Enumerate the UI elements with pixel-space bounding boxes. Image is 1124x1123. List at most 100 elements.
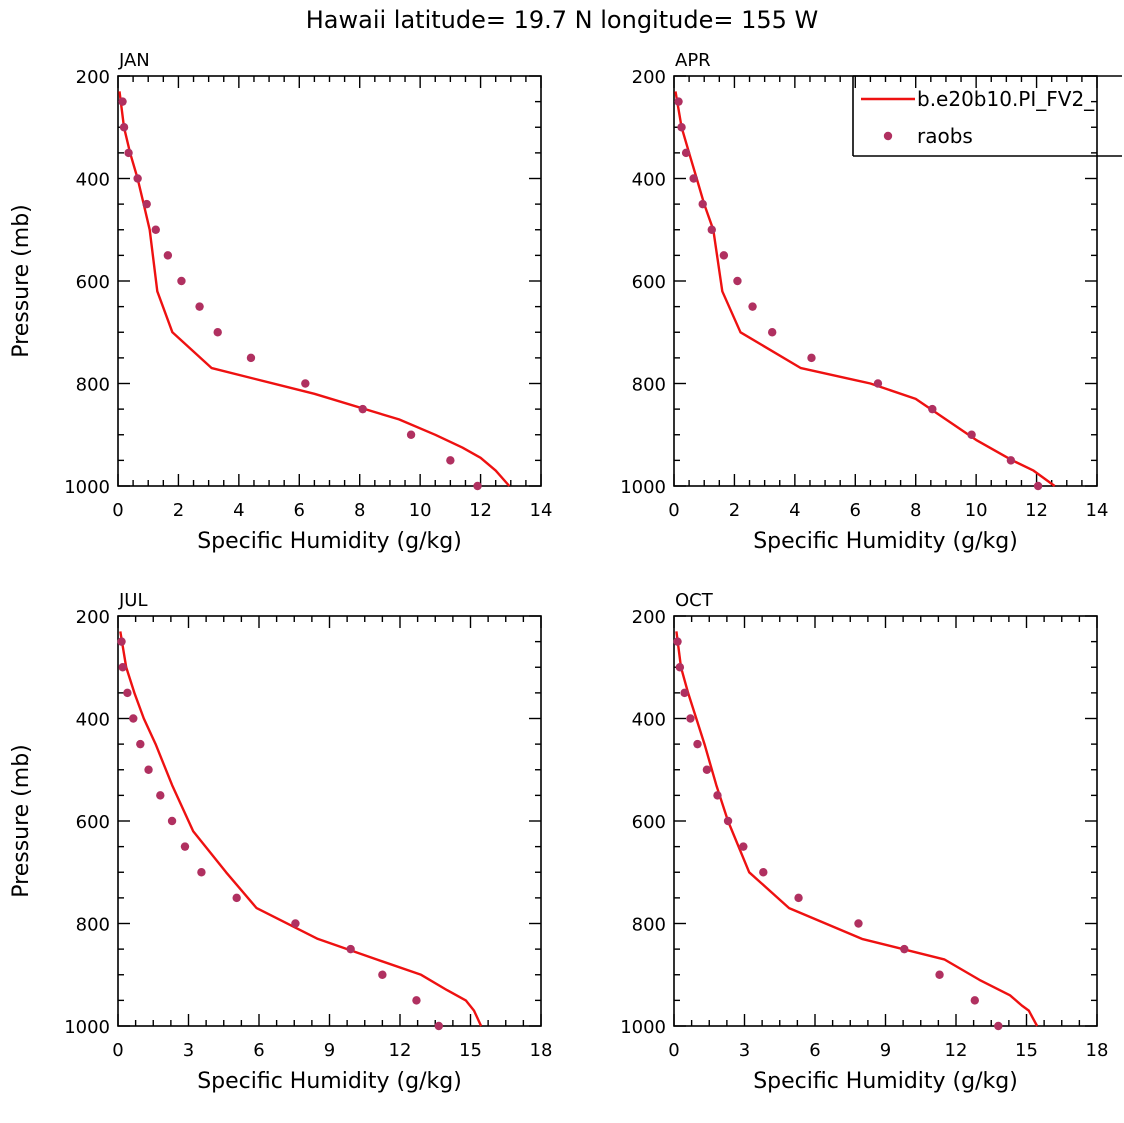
y-tick-label: 200 xyxy=(632,607,666,628)
y-tick-label: 800 xyxy=(76,375,110,396)
data-point-raobs xyxy=(693,739,702,749)
data-point-raobs xyxy=(1006,456,1016,465)
data-point-raobs xyxy=(151,225,160,234)
data-point-raobs xyxy=(346,944,355,954)
x-tick-label: 15 xyxy=(1015,1040,1038,1061)
data-point-raobs xyxy=(707,225,716,234)
x-tick-label: 6 xyxy=(253,1040,264,1061)
data-point-raobs xyxy=(156,791,165,800)
data-point-raobs xyxy=(733,276,742,286)
data-point-raobs xyxy=(163,251,173,260)
data-point-raobs xyxy=(677,123,686,132)
plot-frame xyxy=(673,615,1098,1027)
data-point-raobs xyxy=(412,996,421,1005)
x-tick-label: 0 xyxy=(112,1040,123,1061)
data-point-raobs xyxy=(195,302,204,311)
data-point-raobs xyxy=(686,714,695,723)
data-point-raobs xyxy=(473,481,482,491)
panel-jan: JAN 0 2 4 6 8 10 12 14 200 400 600 800 1000 Specific H… xyxy=(9,50,552,554)
x-tick-label: 2 xyxy=(173,500,184,521)
data-point-raobs xyxy=(118,97,127,106)
data-point-raobs xyxy=(713,791,722,800)
legend-label-raobs: raobs xyxy=(917,124,973,148)
y-tick-label: 400 xyxy=(76,710,110,731)
data-point-raobs xyxy=(702,765,712,774)
y-tick-label: 200 xyxy=(632,67,666,88)
x-tick-label: 8 xyxy=(910,500,921,521)
data-point-raobs xyxy=(446,456,455,465)
y-tick-label: 200 xyxy=(76,607,110,628)
data-point-raobs xyxy=(673,637,682,646)
data-point-raobs xyxy=(900,944,909,954)
x-tick-label: 12 xyxy=(469,500,492,521)
y-tick-label: 400 xyxy=(632,710,666,731)
data-point-raobs xyxy=(970,996,979,1005)
data-point-raobs xyxy=(739,842,748,851)
y-axis-label: Pressure (mb) xyxy=(9,744,34,898)
x-tick-label: 8 xyxy=(354,500,365,521)
data-point-raobs xyxy=(767,328,777,337)
y-tick-label: 200 xyxy=(76,67,110,88)
data-point-raobs xyxy=(807,353,816,363)
x-axis-label: Specific Humidity (g/kg) xyxy=(197,529,462,554)
y-tick-label: 1000 xyxy=(64,477,110,498)
data-point-raobs xyxy=(675,663,685,672)
data-point-raobs xyxy=(133,174,142,183)
data-point-raobs xyxy=(123,688,132,698)
data-point-raobs xyxy=(180,842,190,851)
data-point-raobs xyxy=(723,816,733,826)
y-tick-label: 600 xyxy=(76,812,110,833)
y-tick-label: 400 xyxy=(76,170,110,191)
series-line-model xyxy=(118,91,511,487)
data-point-raobs xyxy=(378,970,387,979)
x-tick-label: 6 xyxy=(294,500,305,521)
panel-label: JUL xyxy=(118,590,148,611)
data-point-raobs xyxy=(167,816,177,826)
data-point-raobs xyxy=(358,404,367,414)
x-tick-label: 12 xyxy=(1025,500,1048,521)
data-point-raobs xyxy=(759,868,768,877)
series-line-model xyxy=(674,91,1056,487)
y-tick-label: 1000 xyxy=(64,1017,110,1038)
data-point-raobs xyxy=(301,379,310,388)
data-point-raobs xyxy=(748,302,757,311)
figure-title: Hawaii latitude= 19.7 N longitude= 155 W xyxy=(306,6,819,34)
legend: b.e20b10.PI_FV2_raobs xyxy=(852,75,1122,157)
x-tick-label: 9 xyxy=(324,1040,335,1061)
data-point-raobs xyxy=(689,174,698,183)
data-point-raobs xyxy=(246,353,256,363)
panel-jul: JUL 0 3 6 9 12 15 18 200 400 600 800 1000 Specific Hu… xyxy=(9,590,552,1094)
data-point-raobs xyxy=(119,123,129,132)
data-point-raobs xyxy=(197,868,206,877)
data-point-raobs xyxy=(118,663,127,672)
y-axis-label: Pressure (mb) xyxy=(9,204,34,358)
x-tick-label: 14 xyxy=(1086,500,1109,521)
plot-frame xyxy=(117,615,542,1027)
x-tick-label: 12 xyxy=(945,1040,968,1061)
x-tick-label: 2 xyxy=(729,500,740,521)
data-point-raobs xyxy=(794,893,803,903)
data-point-raobs xyxy=(232,893,241,903)
x-tick-label: 3 xyxy=(739,1040,750,1061)
x-tick-label: 18 xyxy=(530,1040,553,1061)
x-axis-label: Specific Humidity (g/kg) xyxy=(753,1069,1018,1094)
x-tick-label: 18 xyxy=(1086,1040,1109,1061)
y-tick-label: 1000 xyxy=(620,1017,666,1038)
data-point-raobs xyxy=(129,714,138,723)
y-tick-label: 600 xyxy=(76,272,110,293)
y-tick-label: 800 xyxy=(632,915,666,936)
data-point-raobs xyxy=(967,430,976,439)
data-point-raobs xyxy=(873,379,883,388)
series-line-model xyxy=(119,631,483,1027)
panel-oct: OCT 0 3 6 9 12 15 18 200 400 600 800 1000 Specific Hu… xyxy=(620,590,1108,1094)
legend-marker-swatch xyxy=(883,131,893,141)
y-tick-label: 600 xyxy=(632,272,666,293)
data-point-raobs xyxy=(854,919,863,928)
panel-apr: APR 0 2 4 6 8 10 12 14 200 400 600 800 1000 Specific H… xyxy=(620,50,1122,554)
data-point-raobs xyxy=(681,148,691,158)
data-point-raobs xyxy=(136,739,145,749)
x-tick-label: 4 xyxy=(789,500,800,521)
x-tick-label: 9 xyxy=(880,1040,891,1061)
data-point-raobs xyxy=(142,199,151,209)
